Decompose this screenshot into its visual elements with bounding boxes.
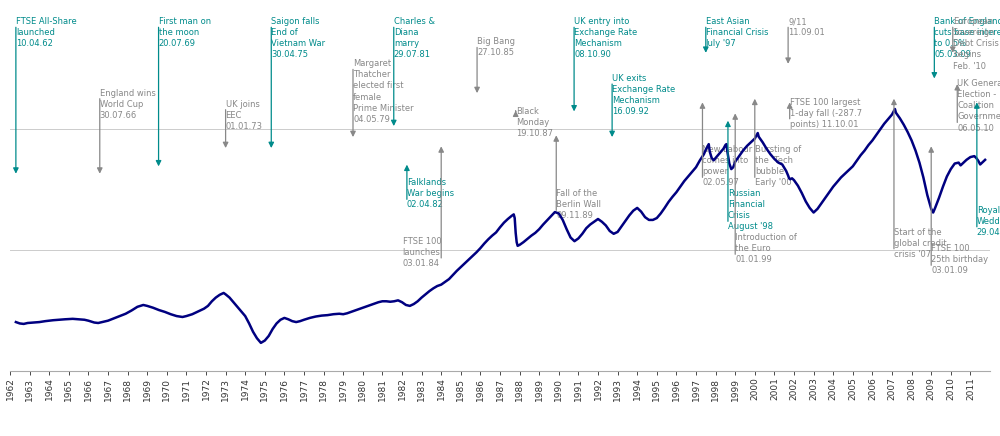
Text: UK exits
Exchange Rate
Mechanism
16.09.92: UK exits Exchange Rate Mechanism 16.09.9… [612,74,675,116]
Text: First man on
the moon
20.07.69: First man on the moon 20.07.69 [159,17,211,48]
Text: Royal
Wedding
29.04.11: Royal Wedding 29.04.11 [977,206,1000,237]
Text: Saigon falls
End of
Vietnam War
30.04.75: Saigon falls End of Vietnam War 30.04.75 [271,17,325,59]
Text: Start of the
global credit
crisis '07: Start of the global credit crisis '07 [894,228,947,259]
Text: Bank of England
cuts base interest
to 0.5%
05.03.09: Bank of England cuts base interest to 0.… [934,17,1000,59]
Text: Black
Monday
19.10.87: Black Monday 19.10.87 [516,107,553,138]
Text: UK General
Election -
Coalition
Government
06.05.10: UK General Election - Coalition Governme… [957,79,1000,133]
Text: European
Sovereign
Debt Crisis
begins
Feb. '10: European Sovereign Debt Crisis begins Fe… [953,17,999,71]
Text: UK joins
EEC
01.01.73: UK joins EEC 01.01.73 [226,99,263,131]
Text: East Asian
Financial Crisis
July '97: East Asian Financial Crisis July '97 [706,17,768,48]
Text: Bursting of
the  Tech
bubble
Early '00: Bursting of the Tech bubble Early '00 [755,145,801,187]
Text: Margaret
Thatcher
elected first
female
Prime Minister
04.05.79: Margaret Thatcher elected first female P… [353,59,414,124]
Text: Introduction of
the Euro
01.01.99: Introduction of the Euro 01.01.99 [735,233,797,264]
Text: New Labour
comes into
power
02.05.97: New Labour comes into power 02.05.97 [702,145,753,187]
Text: FTSE 100
launches
03.01.84: FTSE 100 launches 03.01.84 [403,237,441,268]
Text: FTSE 100
25th birthday
03.01.09: FTSE 100 25th birthday 03.01.09 [931,244,988,276]
Text: Big Bang
27.10.85: Big Bang 27.10.85 [477,37,515,58]
Text: Fall of the
Berlin Wall
09.11.89: Fall of the Berlin Wall 09.11.89 [556,189,601,221]
Text: 9/11
11.09.01: 9/11 11.09.01 [788,17,825,37]
Text: Charles &
Diana
marry
29.07.81: Charles & Diana marry 29.07.81 [394,17,435,59]
Text: Falklands
War begins
02.04.82: Falklands War begins 02.04.82 [407,178,454,209]
Text: UK entry into
Exchange Rate
Mechanism
08.10.90: UK entry into Exchange Rate Mechanism 08… [574,17,637,59]
Text: FTSE 100 largest
1-day fall (-287.7
points) 11.10.01: FTSE 100 largest 1-day fall (-287.7 poin… [790,98,862,129]
Text: FTSE All-Share
launched
10.04.62: FTSE All-Share launched 10.04.62 [16,17,77,48]
Text: England wins
World Cup
30.07.66: England wins World Cup 30.07.66 [100,89,156,120]
Text: Russian
Financial
Crisis
August '98: Russian Financial Crisis August '98 [728,189,773,232]
